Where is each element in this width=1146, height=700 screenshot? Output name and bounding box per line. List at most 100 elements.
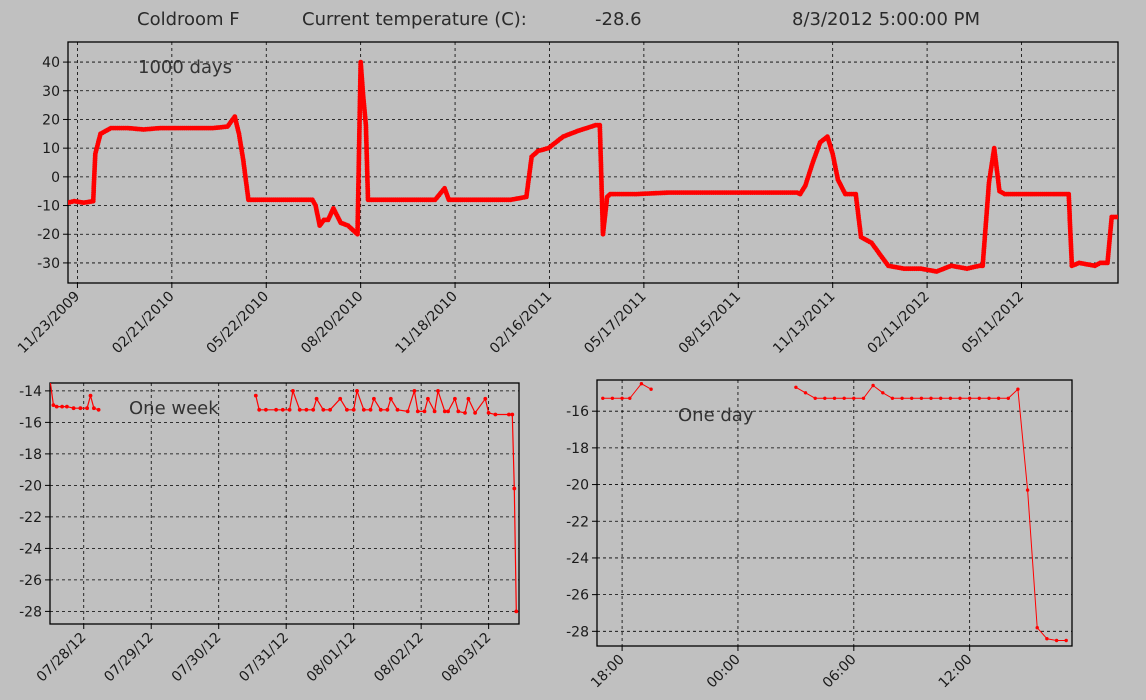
title-background: [88, 48, 283, 83]
data-point: [85, 406, 89, 411]
data-point: [890, 396, 895, 400]
data-point: [372, 396, 376, 401]
data-point: [422, 409, 427, 414]
data-point: [51, 403, 56, 407]
current-temperature-value: -28.6: [595, 9, 642, 30]
y-tick-label: -26: [19, 573, 42, 589]
y-tick-label: -16: [19, 415, 42, 431]
x-tick-label: 08/20/2010: [298, 289, 366, 357]
data-point: [1064, 638, 1068, 643]
x-tick-label: 02/16/2011: [487, 289, 555, 357]
data-point: [493, 412, 498, 417]
series-group: [68, 59, 1118, 274]
data-point: [345, 407, 349, 412]
data-point: [355, 389, 359, 393]
y-tick-label: -24: [19, 541, 42, 557]
x-tick-label: 11/18/2010: [393, 289, 461, 357]
x-tick-label: 08/02/12: [371, 630, 427, 686]
data-point: [65, 404, 69, 409]
data-point: [264, 407, 268, 412]
data-point: [1035, 626, 1039, 630]
data-point: [395, 407, 400, 412]
x-tick-label: 02/21/2010: [109, 289, 177, 357]
data-point: [639, 382, 644, 386]
x-tick-label: 07/28/12: [34, 630, 90, 686]
data-point: [436, 389, 440, 393]
data-point: [929, 396, 933, 400]
data-point: [861, 396, 866, 400]
y-tick-label: -16: [566, 404, 589, 420]
x-tick-label: 05/17/2011: [581, 289, 649, 357]
data-point: [412, 389, 417, 393]
chart-panel-1: -30 -20 -10 0 10 20 30 40 11/23/2009 02/21/2010 05…: [15, 41, 1119, 357]
y-tick-label: -22: [566, 514, 589, 530]
x-tick-label: 07/30/12: [169, 630, 225, 686]
y-tick-label: -10: [37, 199, 60, 215]
x-tick-label: 00:00: [704, 652, 744, 692]
y-tick-label: 30: [42, 84, 60, 100]
data-point: [253, 393, 258, 398]
data-point: [453, 396, 457, 401]
data-point: [48, 378, 52, 382]
x-tick-label: 02/11/2012: [865, 289, 933, 357]
x-tick-label: 07/31/12: [236, 630, 292, 686]
data-point: [987, 396, 991, 400]
data-point: [823, 396, 827, 400]
data-point: [1006, 396, 1010, 400]
x-tick-label: 05/11/2012: [959, 289, 1027, 357]
data-point: [1016, 387, 1020, 391]
data-point: [291, 389, 295, 393]
data-point: [466, 396, 471, 401]
data-point: [426, 396, 430, 401]
data-point: [388, 396, 393, 401]
data-point: [794, 385, 798, 389]
data-point: [304, 407, 309, 412]
reading-timestamp: 8/3/2012 5:00:00 PM: [792, 9, 981, 30]
current-temperature-label: Current temperature (C):: [302, 9, 527, 30]
y-tick-label: 10: [42, 141, 60, 157]
chart-title: One day: [678, 405, 754, 426]
title-background: [650, 397, 795, 437]
y-tick-label: -18: [19, 447, 42, 463]
data-point: [483, 396, 488, 401]
data-point: [852, 396, 856, 400]
chart-panel-2: -28 -26 -24 -22 -20 -18 -16 -14 07/28/12 07/29/12…: [19, 378, 520, 686]
data-point: [871, 383, 875, 388]
x-tick-label: 07/29/12: [101, 630, 157, 686]
data-point: [274, 407, 278, 412]
data-point: [649, 387, 653, 391]
y-tick-label: -22: [19, 510, 42, 526]
data-point: [257, 407, 262, 412]
data-point: [512, 486, 517, 491]
data-point: [463, 411, 467, 415]
x-tick-label: 11/13/2011: [770, 289, 838, 357]
data-point: [88, 393, 93, 398]
data-point: [385, 407, 390, 412]
y-tick-label: 40: [42, 55, 60, 71]
data-point: [321, 407, 326, 412]
data-point: [510, 412, 515, 417]
data-point: [803, 391, 808, 395]
y-tick-label: -18: [566, 441, 589, 457]
y-tick-label: -20: [37, 227, 60, 243]
data-point: [314, 396, 319, 401]
data-point: [378, 407, 383, 412]
data-point: [610, 396, 615, 400]
data-point: [338, 396, 343, 401]
y-tick-label: 20: [42, 112, 60, 128]
x-tick-label: 12:00: [936, 652, 976, 692]
data-point: [939, 396, 943, 400]
data-point: [842, 396, 846, 400]
data-point: [71, 406, 76, 411]
data-point: [415, 409, 420, 414]
data-point: [405, 409, 410, 414]
y-tick-label: -14: [19, 384, 42, 400]
y-tick-label: -28: [19, 604, 42, 620]
room-name: Coldroom F: [137, 9, 240, 30]
data-point: [351, 407, 356, 412]
data-point: [92, 406, 96, 411]
data-point: [813, 396, 817, 400]
title-background: [100, 392, 252, 432]
data-point: [900, 396, 904, 400]
y-tick-label: -20: [19, 478, 42, 494]
